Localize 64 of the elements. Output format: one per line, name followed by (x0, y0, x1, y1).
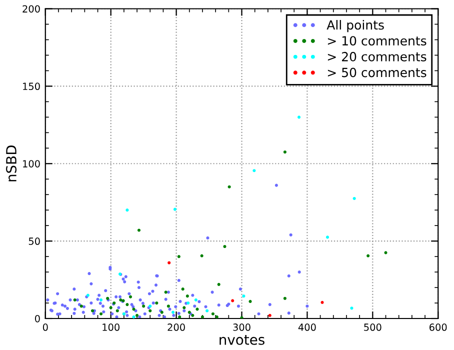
point (228, 185, 231, 188)
point (100, 312, 103, 316)
x-tick-label: 300 (233, 324, 250, 331)
point (194, 298, 198, 302)
point (178, 315, 182, 318)
point (252, 169, 256, 172)
y-tick-label: 50 (28, 238, 40, 245)
point (164, 290, 168, 294)
point (248, 300, 252, 303)
point (215, 315, 218, 318)
point (384, 251, 388, 254)
point (166, 304, 170, 308)
x-tick-label: 0 (42, 324, 48, 331)
x-axis-title: nvotes (220, 334, 264, 345)
point (268, 314, 272, 317)
point (352, 196, 356, 200)
point (116, 309, 119, 312)
y-tick-label: 0 (34, 314, 40, 322)
point (350, 306, 354, 310)
point (172, 310, 175, 314)
point (196, 308, 199, 311)
point (186, 294, 189, 298)
point (100, 298, 103, 302)
legend-label: All points (326, 20, 384, 32)
point (126, 208, 129, 212)
point (283, 296, 286, 300)
point (283, 150, 286, 154)
point (181, 288, 184, 291)
point (155, 301, 158, 305)
point (148, 309, 152, 312)
point (326, 236, 330, 239)
x-tick-label: 600 (430, 324, 447, 331)
y-tick-label: 100 (23, 160, 40, 168)
point (320, 300, 324, 304)
point (223, 244, 226, 248)
point (128, 295, 132, 298)
point (168, 261, 171, 264)
point (231, 299, 234, 302)
point (366, 254, 370, 258)
point (211, 312, 214, 316)
x-tick-label: 200 (168, 324, 185, 331)
legend-label: > 10 comments (328, 36, 426, 46)
point (297, 116, 301, 119)
point (137, 228, 141, 232)
legend-label: > 50 comments (328, 68, 426, 78)
point (109, 306, 112, 310)
point (200, 254, 204, 258)
point (242, 294, 246, 298)
point (177, 255, 180, 258)
x-tick-label: 400 (298, 324, 316, 331)
point (173, 208, 177, 211)
x-tick-label: 100 (102, 324, 120, 331)
point (182, 306, 186, 310)
point (132, 315, 136, 318)
point (217, 282, 220, 286)
point (206, 309, 209, 312)
point (73, 298, 76, 302)
y-axis-title: nSBD (6, 146, 17, 182)
point (142, 304, 146, 308)
legend-label: > 20 comments (328, 52, 426, 62)
x-tick-label: 500 (364, 324, 382, 331)
y-tick-label: 200 (22, 5, 40, 13)
y-tick-label: 150 (23, 82, 40, 90)
point (126, 303, 129, 306)
